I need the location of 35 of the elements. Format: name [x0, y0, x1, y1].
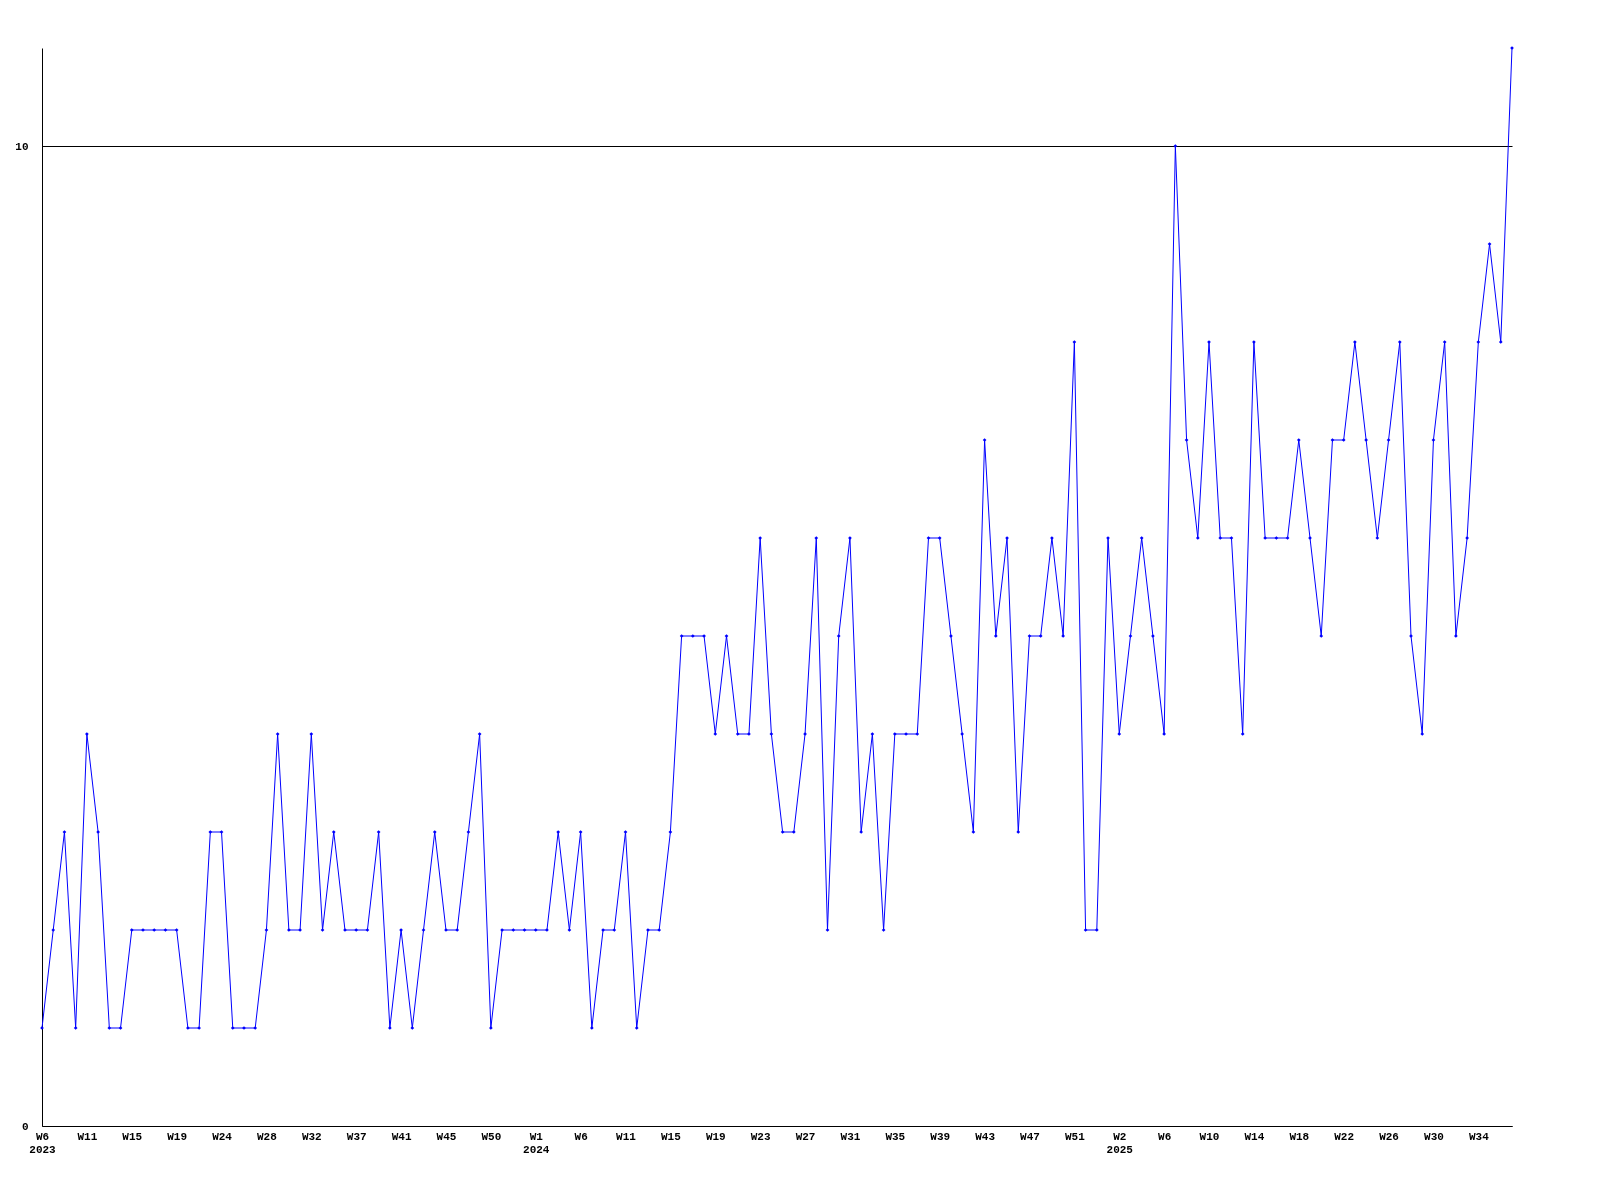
- x-tick-label: W31: [840, 1130, 861, 1143]
- y-tick-label: 10: [15, 140, 29, 153]
- x-tick-label: W6: [1158, 1130, 1172, 1143]
- x-tick-label: W11: [616, 1130, 637, 1143]
- x-tick-label: W2 2025: [1106, 1130, 1134, 1156]
- x-tick-label: W37: [346, 1130, 367, 1143]
- x-tick-label: W30: [1424, 1130, 1444, 1143]
- x-tick-label: W27: [795, 1130, 816, 1143]
- x-tick-label: W19: [167, 1130, 188, 1143]
- x-tick-label: W28: [257, 1130, 278, 1143]
- x-tick-label: W41: [391, 1130, 412, 1143]
- x-tick-label: W14: [1244, 1130, 1265, 1143]
- x-tick-label: W47: [1020, 1130, 1040, 1143]
- y-tick-label: 0: [21, 1120, 29, 1133]
- x-tick-label: W39: [930, 1130, 951, 1143]
- x-tick-label: W22: [1334, 1130, 1355, 1143]
- x-tick-label: W15: [660, 1130, 682, 1143]
- x-tick-label: W24: [212, 1130, 233, 1143]
- x-tick-label: W18: [1289, 1130, 1310, 1143]
- x-tick-label: W43: [975, 1130, 996, 1143]
- x-tick-label: W32: [301, 1130, 322, 1143]
- x-tick-label: W6 2023: [29, 1130, 57, 1156]
- x-tick-label: W51: [1064, 1130, 1086, 1143]
- x-tick-label: W11: [77, 1130, 98, 1143]
- x-tick-label: W23: [750, 1130, 771, 1143]
- x-tick-label: W45: [436, 1130, 457, 1143]
- x-tick-label: W6: [574, 1130, 588, 1143]
- x-tick-label: W15: [122, 1130, 143, 1143]
- x-tick-label: W35: [885, 1130, 906, 1143]
- x-tick-label: W34: [1468, 1130, 1490, 1143]
- x-tick-label: W19: [705, 1130, 726, 1143]
- x-tick-label: W26: [1379, 1130, 1399, 1143]
- x-tick-label: W50: [481, 1130, 502, 1143]
- x-tick-label: W1 2024: [523, 1130, 550, 1156]
- x-tick-label: W10: [1199, 1130, 1220, 1143]
